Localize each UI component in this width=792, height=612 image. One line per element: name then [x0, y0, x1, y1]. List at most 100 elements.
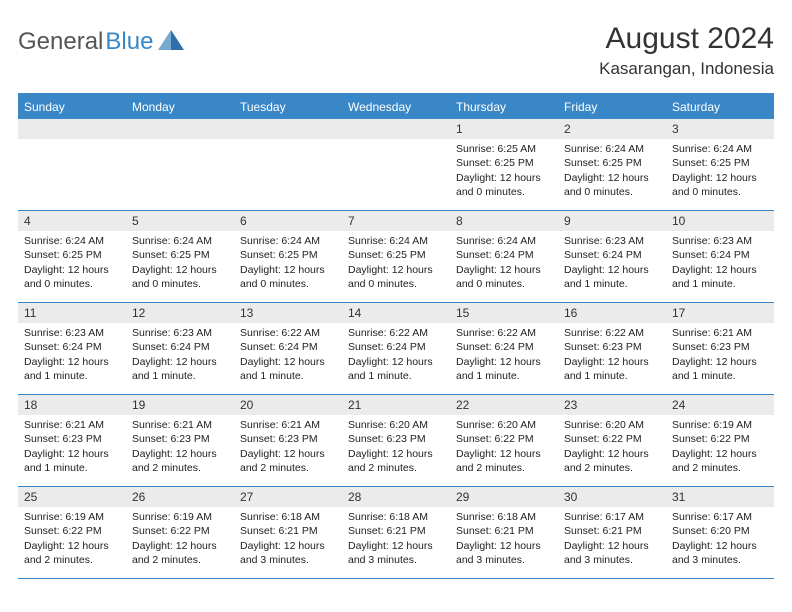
- day-details: Sunrise: 6:20 AMSunset: 6:22 PMDaylight:…: [450, 415, 558, 479]
- daylight-text: Daylight: 12 hours and 0 minutes.: [348, 263, 444, 291]
- day-details: Sunrise: 6:22 AMSunset: 6:24 PMDaylight:…: [342, 323, 450, 387]
- daylight-text: Daylight: 12 hours and 2 minutes.: [672, 447, 768, 475]
- sunset-text: Sunset: 6:24 PM: [240, 340, 336, 354]
- calendar-cell: 2Sunrise: 6:24 AMSunset: 6:25 PMDaylight…: [558, 119, 666, 211]
- sunset-text: Sunset: 6:23 PM: [240, 432, 336, 446]
- calendar-cell: 25Sunrise: 6:19 AMSunset: 6:22 PMDayligh…: [18, 487, 126, 579]
- calendar-grid: 1Sunrise: 6:25 AMSunset: 6:25 PMDaylight…: [18, 119, 774, 579]
- day-details: Sunrise: 6:21 AMSunset: 6:23 PMDaylight:…: [666, 323, 774, 387]
- sunrise-text: Sunrise: 6:24 AM: [564, 142, 660, 156]
- sunrise-text: Sunrise: 6:24 AM: [132, 234, 228, 248]
- calendar-cell: 19Sunrise: 6:21 AMSunset: 6:23 PMDayligh…: [126, 395, 234, 487]
- sunset-text: Sunset: 6:22 PM: [132, 524, 228, 538]
- weekday-header: Tuesday: [234, 95, 342, 119]
- calendar-cell: 14Sunrise: 6:22 AMSunset: 6:24 PMDayligh…: [342, 303, 450, 395]
- daylight-text: Daylight: 12 hours and 1 minute.: [564, 263, 660, 291]
- day-details: Sunrise: 6:18 AMSunset: 6:21 PMDaylight:…: [450, 507, 558, 571]
- month-title: August 2024: [599, 22, 774, 55]
- daylight-text: Daylight: 12 hours and 0 minutes.: [240, 263, 336, 291]
- sunrise-text: Sunrise: 6:19 AM: [24, 510, 120, 524]
- day-number: 10: [666, 211, 774, 231]
- day-number: 21: [342, 395, 450, 415]
- day-number: 1: [450, 119, 558, 139]
- sunrise-text: Sunrise: 6:25 AM: [456, 142, 552, 156]
- sunset-text: Sunset: 6:20 PM: [672, 524, 768, 538]
- calendar-cell-empty: [126, 119, 234, 211]
- calendar-cell-empty: [18, 119, 126, 211]
- day-number: 14: [342, 303, 450, 323]
- calendar-cell: 18Sunrise: 6:21 AMSunset: 6:23 PMDayligh…: [18, 395, 126, 487]
- calendar-cell: 20Sunrise: 6:21 AMSunset: 6:23 PMDayligh…: [234, 395, 342, 487]
- sunrise-text: Sunrise: 6:20 AM: [348, 418, 444, 432]
- day-details: Sunrise: 6:23 AMSunset: 6:24 PMDaylight:…: [18, 323, 126, 387]
- sunrise-text: Sunrise: 6:23 AM: [672, 234, 768, 248]
- day-details: Sunrise: 6:21 AMSunset: 6:23 PMDaylight:…: [234, 415, 342, 479]
- daylight-text: Daylight: 12 hours and 1 minute.: [348, 355, 444, 383]
- day-details: Sunrise: 6:25 AMSunset: 6:25 PMDaylight:…: [450, 139, 558, 203]
- logo-text-a: General: [18, 28, 103, 56]
- daylight-text: Daylight: 12 hours and 2 minutes.: [348, 447, 444, 475]
- day-number: 28: [342, 487, 450, 507]
- day-number: 13: [234, 303, 342, 323]
- daylight-text: Daylight: 12 hours and 2 minutes.: [132, 447, 228, 475]
- day-number: 18: [18, 395, 126, 415]
- sunset-text: Sunset: 6:21 PM: [456, 524, 552, 538]
- day-details: Sunrise: 6:19 AMSunset: 6:22 PMDaylight:…: [666, 415, 774, 479]
- day-number-empty: [18, 119, 126, 139]
- calendar-cell: 29Sunrise: 6:18 AMSunset: 6:21 PMDayligh…: [450, 487, 558, 579]
- sunset-text: Sunset: 6:22 PM: [672, 432, 768, 446]
- day-number: 9: [558, 211, 666, 231]
- sunset-text: Sunset: 6:25 PM: [672, 156, 768, 170]
- sunset-text: Sunset: 6:25 PM: [24, 248, 120, 262]
- sunset-text: Sunset: 6:21 PM: [240, 524, 336, 538]
- daylight-text: Daylight: 12 hours and 3 minutes.: [240, 539, 336, 567]
- calendar-cell: 17Sunrise: 6:21 AMSunset: 6:23 PMDayligh…: [666, 303, 774, 395]
- calendar-cell: 9Sunrise: 6:23 AMSunset: 6:24 PMDaylight…: [558, 211, 666, 303]
- calendar-cell: 23Sunrise: 6:20 AMSunset: 6:22 PMDayligh…: [558, 395, 666, 487]
- sunrise-text: Sunrise: 6:17 AM: [672, 510, 768, 524]
- daylight-text: Daylight: 12 hours and 1 minute.: [672, 355, 768, 383]
- calendar-cell: 4Sunrise: 6:24 AMSunset: 6:25 PMDaylight…: [18, 211, 126, 303]
- day-number: 12: [126, 303, 234, 323]
- daylight-text: Daylight: 12 hours and 2 minutes.: [240, 447, 336, 475]
- day-details: Sunrise: 6:24 AMSunset: 6:25 PMDaylight:…: [126, 231, 234, 295]
- daylight-text: Daylight: 12 hours and 3 minutes.: [348, 539, 444, 567]
- sunset-text: Sunset: 6:23 PM: [672, 340, 768, 354]
- day-details: Sunrise: 6:18 AMSunset: 6:21 PMDaylight:…: [342, 507, 450, 571]
- calendar-cell: 27Sunrise: 6:18 AMSunset: 6:21 PMDayligh…: [234, 487, 342, 579]
- day-number: 23: [558, 395, 666, 415]
- sunset-text: Sunset: 6:25 PM: [132, 248, 228, 262]
- day-number: 8: [450, 211, 558, 231]
- sunrise-text: Sunrise: 6:24 AM: [24, 234, 120, 248]
- calendar-cell: 6Sunrise: 6:24 AMSunset: 6:25 PMDaylight…: [234, 211, 342, 303]
- day-details: Sunrise: 6:24 AMSunset: 6:24 PMDaylight:…: [450, 231, 558, 295]
- daylight-text: Daylight: 12 hours and 1 minute.: [456, 355, 552, 383]
- day-details: Sunrise: 6:20 AMSunset: 6:23 PMDaylight:…: [342, 415, 450, 479]
- sunset-text: Sunset: 6:25 PM: [348, 248, 444, 262]
- day-number-empty: [234, 119, 342, 139]
- sunrise-text: Sunrise: 6:18 AM: [456, 510, 552, 524]
- day-details: Sunrise: 6:23 AMSunset: 6:24 PMDaylight:…: [558, 231, 666, 295]
- sunset-text: Sunset: 6:24 PM: [672, 248, 768, 262]
- calendar-cell-empty: [234, 119, 342, 211]
- daylight-text: Daylight: 12 hours and 2 minutes.: [564, 447, 660, 475]
- weekday-header: Friday: [558, 95, 666, 119]
- sunrise-text: Sunrise: 6:20 AM: [564, 418, 660, 432]
- calendar-cell: 15Sunrise: 6:22 AMSunset: 6:24 PMDayligh…: [450, 303, 558, 395]
- weekday-header: Saturday: [666, 95, 774, 119]
- daylight-text: Daylight: 12 hours and 1 minute.: [564, 355, 660, 383]
- day-details: Sunrise: 6:20 AMSunset: 6:22 PMDaylight:…: [558, 415, 666, 479]
- day-details: Sunrise: 6:22 AMSunset: 6:24 PMDaylight:…: [234, 323, 342, 387]
- day-details: Sunrise: 6:24 AMSunset: 6:25 PMDaylight:…: [18, 231, 126, 295]
- day-number: 29: [450, 487, 558, 507]
- day-number: 24: [666, 395, 774, 415]
- sunset-text: Sunset: 6:24 PM: [456, 340, 552, 354]
- day-details: Sunrise: 6:23 AMSunset: 6:24 PMDaylight:…: [126, 323, 234, 387]
- sunset-text: Sunset: 6:22 PM: [564, 432, 660, 446]
- day-details: Sunrise: 6:18 AMSunset: 6:21 PMDaylight:…: [234, 507, 342, 571]
- sunrise-text: Sunrise: 6:22 AM: [564, 326, 660, 340]
- daylight-text: Daylight: 12 hours and 0 minutes.: [456, 263, 552, 291]
- day-number: 5: [126, 211, 234, 231]
- calendar-cell: 7Sunrise: 6:24 AMSunset: 6:25 PMDaylight…: [342, 211, 450, 303]
- day-number: 19: [126, 395, 234, 415]
